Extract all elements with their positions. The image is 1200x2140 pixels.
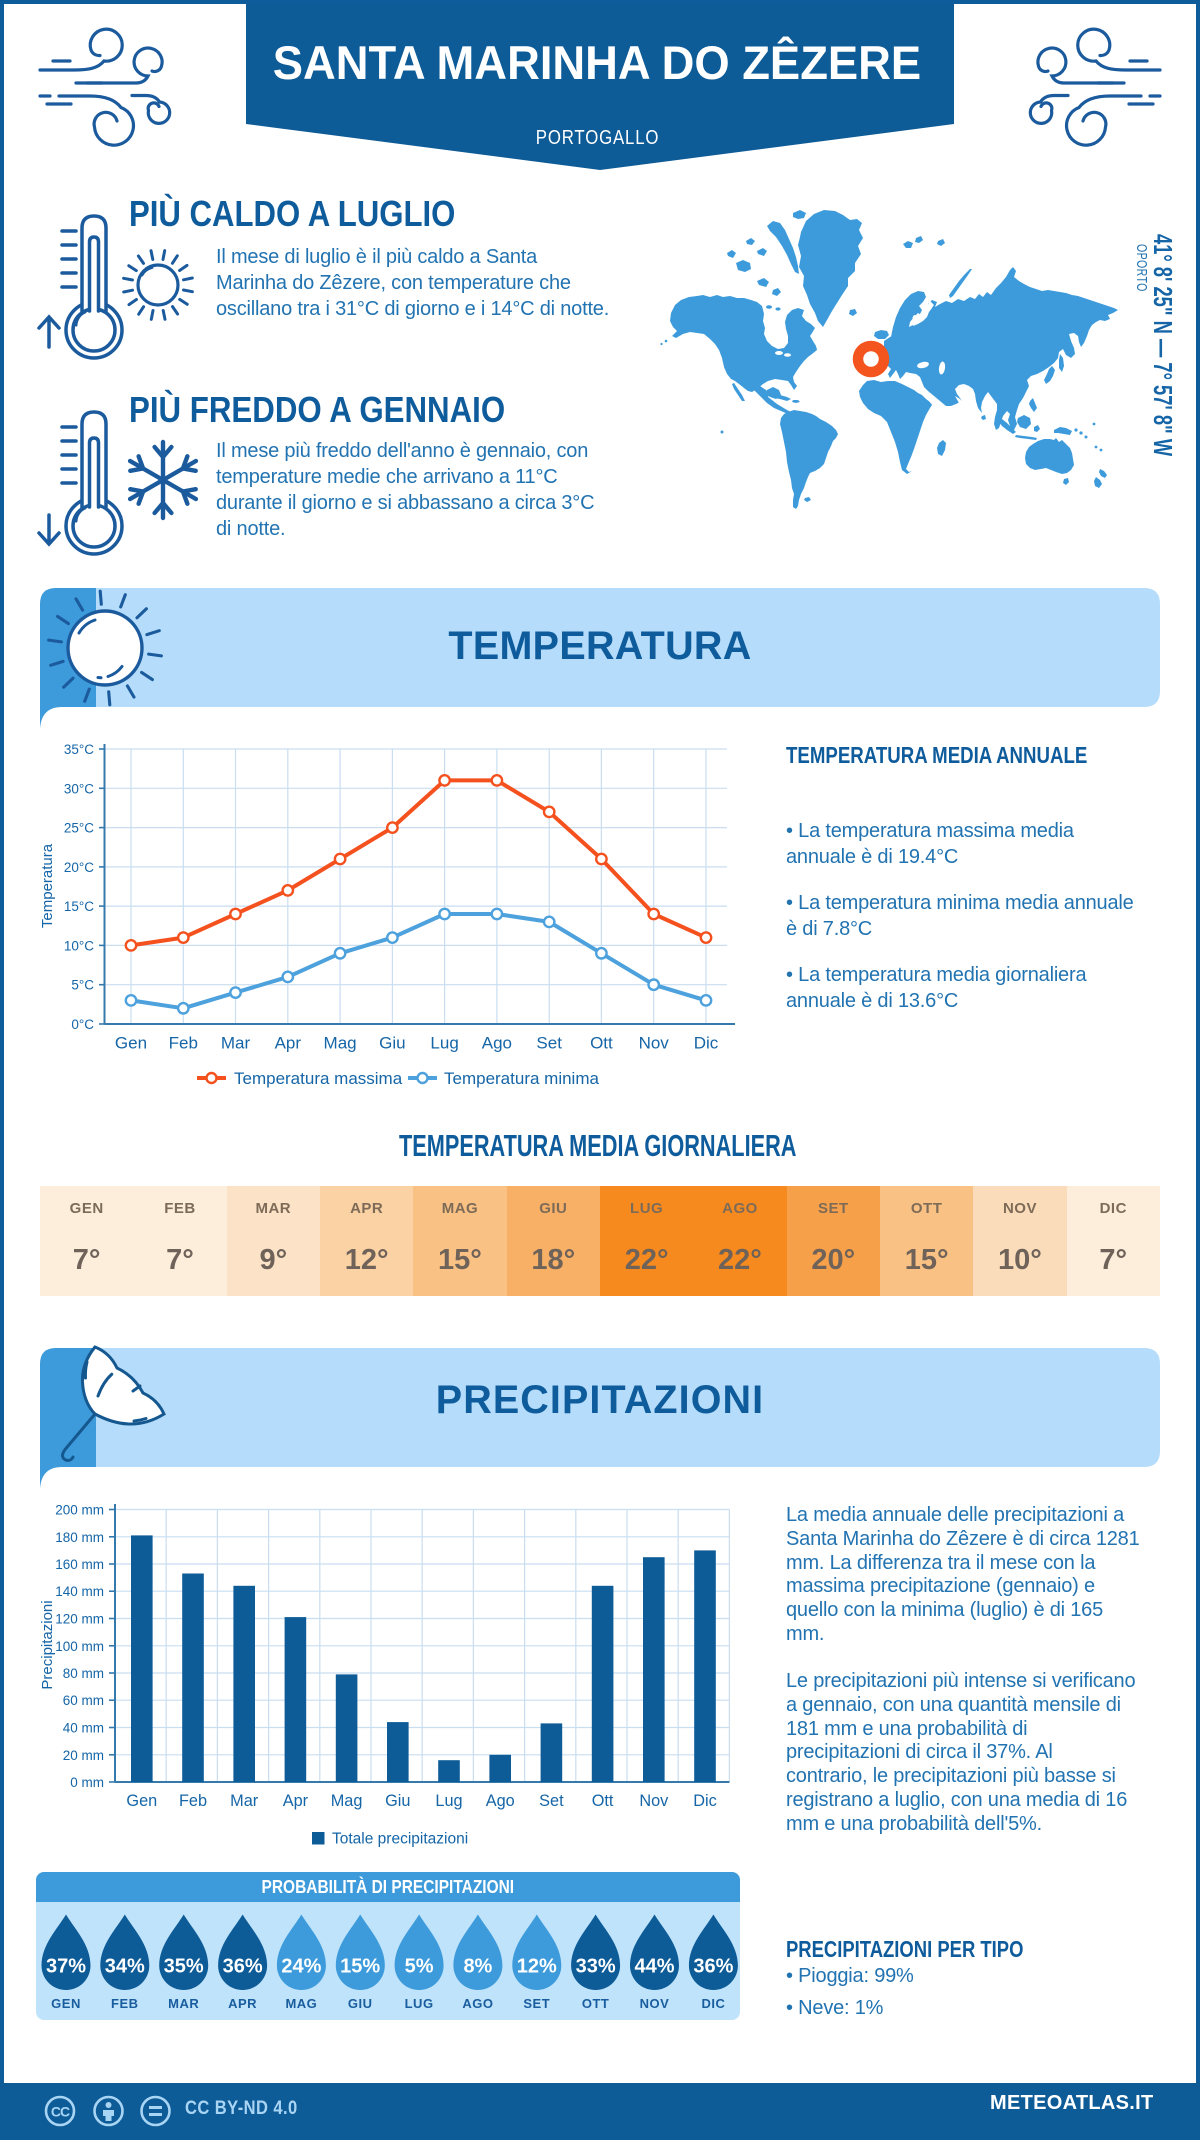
svg-text:MAR: MAR: [168, 1996, 199, 2011]
svg-text:80 mm: 80 mm: [63, 1666, 104, 1681]
svg-text:Temperatura massima: Temperatura massima: [234, 1069, 403, 1088]
svg-text:OTT: OTT: [582, 1996, 610, 2011]
svg-text:37%: 37%: [46, 1956, 86, 1978]
svg-text:Ago: Ago: [486, 1792, 515, 1810]
svg-text:36%: 36%: [693, 1956, 733, 1978]
svg-text:34%: 34%: [105, 1956, 145, 1978]
svg-text:LUG: LUG: [405, 1996, 434, 2011]
svg-text:33%: 33%: [576, 1956, 616, 1978]
svg-text:0 mm: 0 mm: [70, 1775, 104, 1790]
svg-text:12%: 12%: [517, 1956, 557, 1978]
svg-text:APR: APR: [228, 1996, 257, 2011]
svg-text:Lug: Lug: [435, 1792, 462, 1810]
svg-text:Apr: Apr: [275, 1034, 302, 1053]
svg-text:Mag: Mag: [324, 1034, 357, 1053]
svg-text:20°C: 20°C: [64, 860, 94, 875]
svg-text:Gen: Gen: [126, 1792, 157, 1810]
svg-text:200 mm: 200 mm: [55, 1503, 104, 1518]
svg-text:140 mm: 140 mm: [55, 1584, 104, 1599]
svg-text:Feb: Feb: [179, 1792, 207, 1810]
svg-text:35%: 35%: [164, 1956, 204, 1978]
svg-text:60 mm: 60 mm: [63, 1693, 104, 1708]
svg-text:5°C: 5°C: [71, 978, 94, 993]
svg-text:Ott: Ott: [592, 1792, 614, 1810]
svg-text:25°C: 25°C: [64, 821, 94, 836]
svg-text:120 mm: 120 mm: [55, 1612, 104, 1627]
svg-text:35°C: 35°C: [64, 742, 94, 757]
svg-text:MAG: MAG: [285, 1996, 317, 2011]
svg-text:AGO: AGO: [462, 1996, 493, 2011]
svg-text:15%: 15%: [340, 1956, 380, 1978]
svg-text:5%: 5%: [405, 1956, 434, 1978]
svg-text:FEB: FEB: [111, 1996, 139, 2011]
svg-text:Nov: Nov: [639, 1792, 669, 1810]
svg-text:Mar: Mar: [221, 1034, 251, 1053]
svg-text:GIU: GIU: [348, 1996, 373, 2011]
svg-text:0°C: 0°C: [71, 1017, 94, 1032]
svg-text:Ott: Ott: [590, 1034, 613, 1053]
svg-text:15°C: 15°C: [64, 899, 94, 914]
svg-text:24%: 24%: [281, 1956, 321, 1978]
svg-text:DIC: DIC: [701, 1996, 725, 2011]
svg-text:36%: 36%: [223, 1956, 263, 1978]
svg-text:Dic: Dic: [693, 1792, 717, 1810]
svg-text:Gen: Gen: [115, 1034, 147, 1053]
svg-text:Set: Set: [536, 1034, 562, 1053]
svg-text:GEN: GEN: [51, 1996, 81, 2011]
svg-text:Giu: Giu: [379, 1034, 405, 1053]
svg-text:Temperatura: Temperatura: [40, 843, 56, 928]
svg-text:44%: 44%: [634, 1956, 674, 1978]
svg-text:100 mm: 100 mm: [55, 1639, 104, 1654]
svg-text:Mag: Mag: [331, 1792, 363, 1810]
svg-text:Mar: Mar: [230, 1792, 259, 1810]
svg-text:8%: 8%: [463, 1956, 492, 1978]
svg-text:20 mm: 20 mm: [63, 1748, 104, 1763]
svg-text:Apr: Apr: [283, 1792, 309, 1810]
svg-text:CC: CC: [51, 2104, 70, 2120]
svg-text:10°C: 10°C: [64, 938, 94, 953]
svg-text:Ago: Ago: [482, 1034, 512, 1053]
svg-text:Temperatura minima: Temperatura minima: [444, 1069, 599, 1088]
svg-text:30°C: 30°C: [64, 781, 94, 796]
svg-text:NOV: NOV: [640, 1996, 670, 2011]
svg-text:SET: SET: [523, 1996, 550, 2011]
svg-text:Precipitazioni: Precipitazioni: [40, 1600, 56, 1689]
svg-text:40 mm: 40 mm: [63, 1721, 104, 1736]
svg-text:Set: Set: [539, 1792, 564, 1810]
svg-text:Feb: Feb: [169, 1034, 198, 1053]
svg-text:Totale precipitazioni: Totale precipitazioni: [332, 1831, 468, 1848]
svg-text:180 mm: 180 mm: [55, 1530, 104, 1545]
svg-text:Nov: Nov: [639, 1034, 670, 1053]
svg-text:160 mm: 160 mm: [55, 1557, 104, 1572]
svg-text:Dic: Dic: [694, 1034, 719, 1053]
svg-text:Lug: Lug: [430, 1034, 458, 1053]
svg-text:Giu: Giu: [385, 1792, 410, 1810]
